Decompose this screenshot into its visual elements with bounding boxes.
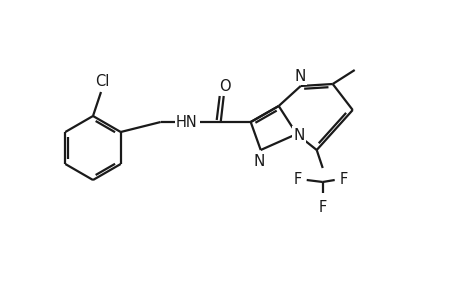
Text: Cl: Cl <box>95 74 109 88</box>
Text: N: N <box>292 128 304 142</box>
Text: O: O <box>218 79 230 94</box>
Text: F: F <box>339 172 347 188</box>
Text: N: N <box>252 154 264 169</box>
Text: HN: HN <box>175 115 197 130</box>
Text: F: F <box>293 172 301 188</box>
Text: N: N <box>293 68 305 83</box>
Text: F: F <box>318 200 326 215</box>
